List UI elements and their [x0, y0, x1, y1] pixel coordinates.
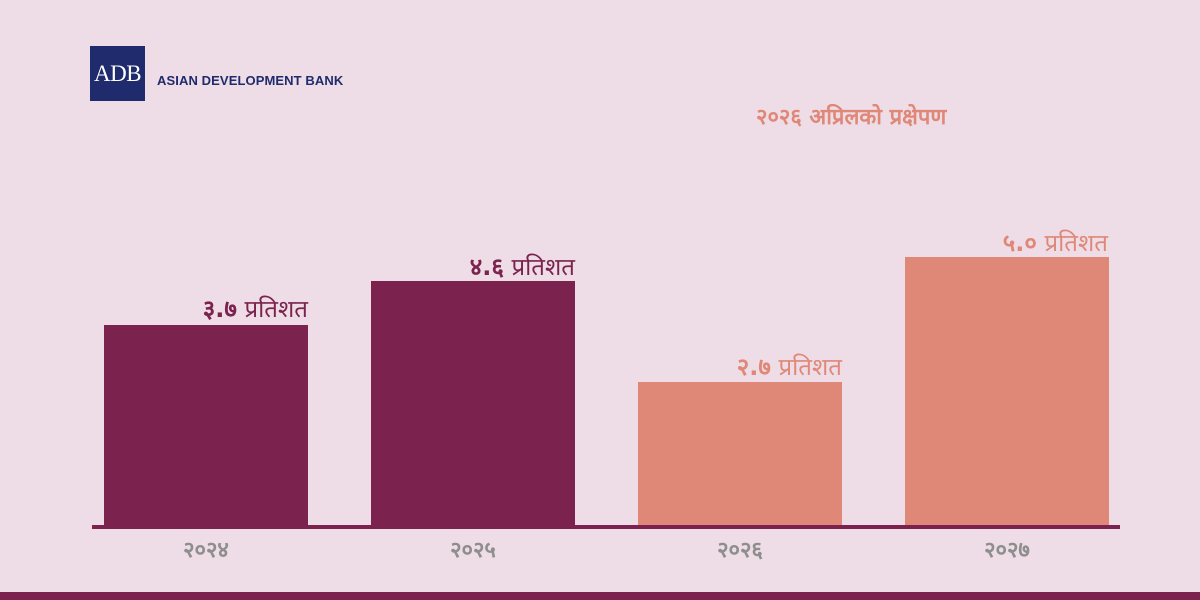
bar-label-2026: २.७ प्रतिशत: [736, 353, 842, 381]
bar-label-2027: ५.० प्रतिशत: [1002, 229, 1108, 257]
adb-logo: ADB: [90, 46, 145, 101]
bar-label-2025: ४.६ प्रतिशत: [469, 253, 575, 281]
bar-2025: [371, 281, 575, 527]
forecast-legend-title: २०२६ अप्रिलको प्रक्षेपण: [756, 105, 947, 130]
footer-band: [0, 592, 1200, 600]
x-axis-baseline: [92, 525, 1120, 529]
x-tick-2027: २०२७: [984, 538, 1030, 563]
bar-label-2024: ३.७ प्रतिशत: [202, 295, 308, 323]
brand-name: ASIAN DEVELOPMENT BANK: [157, 73, 344, 88]
x-tick-2025: २०२५: [450, 538, 496, 563]
bar-2024: [104, 325, 308, 527]
x-tick-2024: २०२४: [183, 538, 229, 563]
bar-2026: [638, 382, 842, 527]
adb-logo-text: ADB: [93, 60, 142, 86]
x-tick-2026: २०२६: [717, 538, 763, 563]
bar-2027: [905, 257, 1109, 527]
